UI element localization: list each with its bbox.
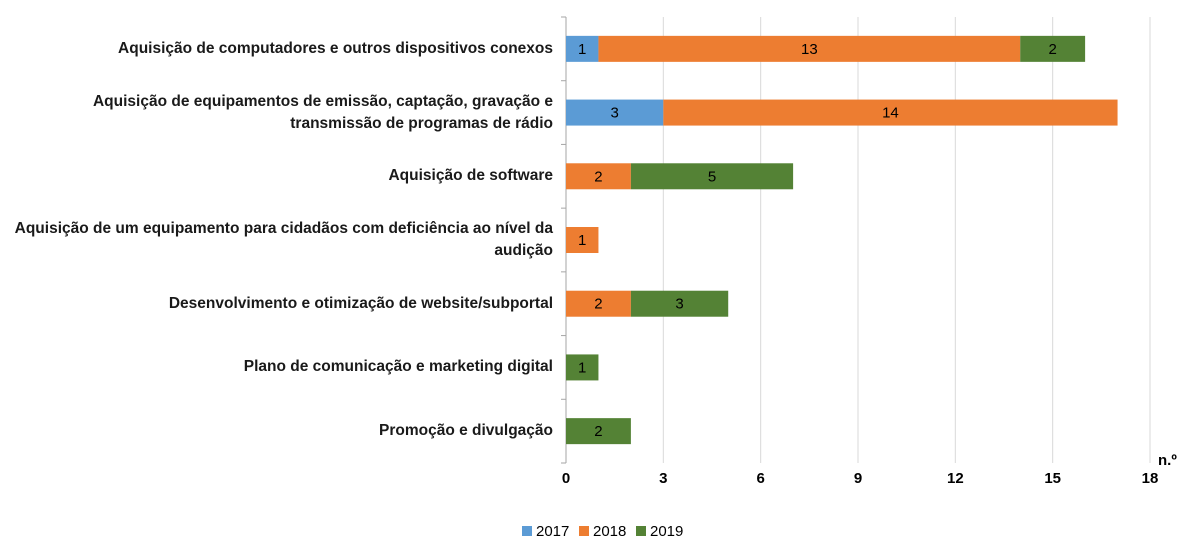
category-label: Desenvolvimento e otimização de website/…	[168, 294, 553, 312]
bar-segment	[663, 99, 1118, 126]
x-axis-label: n.º	[1158, 452, 1177, 469]
data-label: 13	[801, 41, 818, 58]
data-label: 1	[578, 359, 586, 376]
data-label: 2	[594, 296, 602, 313]
data-label: 1	[578, 41, 586, 58]
legend-label: 2017	[536, 523, 569, 539]
bar-segment	[566, 163, 631, 190]
bar-segment	[566, 227, 599, 253]
data-label: 2	[1048, 41, 1056, 58]
data-label: 14	[882, 105, 899, 122]
data-label: 2	[594, 423, 602, 440]
bar-segment	[630, 290, 729, 317]
legend-label: 2018	[593, 523, 626, 539]
legend-swatch	[636, 526, 646, 536]
category-label: Aquisição de equipamentos de emissão, ca…	[92, 92, 553, 132]
category-label: Aquisição de software	[388, 167, 553, 185]
x-tick-label: 18	[1142, 470, 1159, 487]
x-tick-label: 9	[854, 470, 862, 487]
bar-segment	[566, 290, 631, 317]
category-label: Aquisição de um equipamento para cidadão…	[14, 220, 553, 259]
bar-segment	[598, 35, 1021, 62]
legend-swatch	[522, 526, 532, 536]
x-tick-label: 0	[562, 470, 570, 487]
bar-segment	[566, 99, 664, 126]
bar-segment	[1020, 35, 1086, 62]
bar-segment	[566, 418, 631, 445]
x-tick-label: 3	[659, 470, 667, 487]
data-label: 3	[610, 105, 618, 122]
x-tick-label: 6	[756, 470, 764, 487]
data-label: 1	[578, 232, 586, 249]
bar-segment	[630, 163, 794, 190]
bar-segment	[566, 35, 599, 62]
category-label: Aquisição de computadores e outros dispo…	[118, 39, 553, 57]
legend-label: 2019	[650, 523, 683, 539]
category-label: Plano de comunicação e marketing digital	[243, 358, 553, 376]
data-label: 2	[594, 168, 602, 185]
data-label: 5	[708, 168, 716, 185]
bar-segment	[566, 354, 599, 381]
category-label: Promoção e divulgação	[379, 422, 553, 440]
category-labels: Aquisição de computadores e outros dispo…	[0, 0, 553, 539]
data-label: 3	[675, 296, 683, 313]
x-tick-label: 15	[1044, 470, 1061, 487]
x-tick-label: 12	[947, 470, 964, 487]
legend-swatch	[579, 526, 589, 536]
